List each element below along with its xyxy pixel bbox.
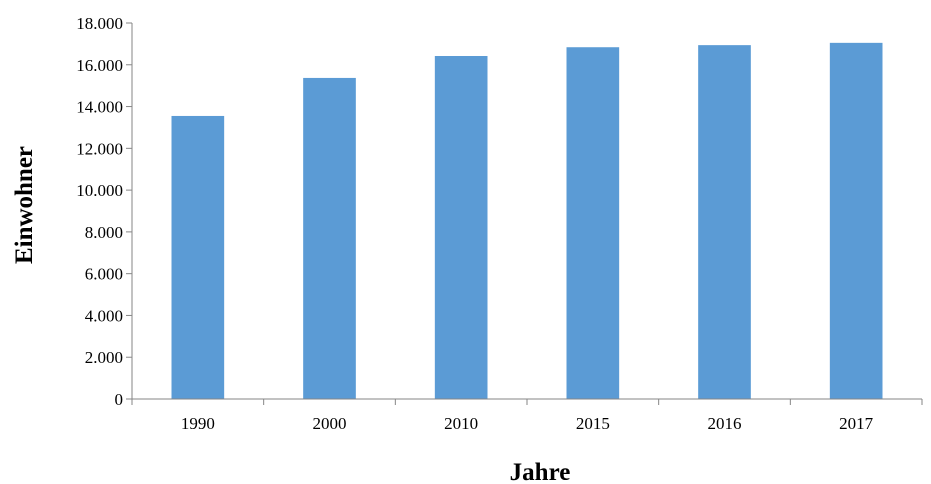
bar-2010 <box>434 56 488 399</box>
x-axis-title: Jahre <box>510 459 571 484</box>
x-axis-ticks: 1990 2000 2010 2015 2016 2017 <box>131 399 923 433</box>
y-tick-label: 18.000 <box>76 14 123 33</box>
y-tick-label: 10.000 <box>76 181 123 200</box>
x-tick-label: 2000 <box>313 414 347 433</box>
bar-2015 <box>566 47 620 399</box>
x-tick-label: 2015 <box>576 414 610 433</box>
bar-2016 <box>698 45 751 400</box>
y-tick-label: 2.000 <box>85 348 123 367</box>
bars <box>171 42 883 400</box>
y-axis-ticks: 0 2.000 4.000 6.000 8.000 10.000 12.000 14.000 1… <box>76 14 132 409</box>
y-tick-label: 14.000 <box>76 98 123 117</box>
bar-2017 <box>829 42 883 399</box>
x-tick-label: 2016 <box>708 414 742 433</box>
y-tick-label: 12.000 <box>76 139 123 158</box>
x-tick-label: 1990 <box>181 414 215 433</box>
y-tick-label: 16.000 <box>76 56 123 75</box>
y-tick-label: 4.000 <box>85 306 123 325</box>
x-tick-label: 2010 <box>444 414 478 433</box>
y-axis-title: Einwohner <box>11 146 38 264</box>
y-tick-label: 6.000 <box>85 265 123 284</box>
y-tick-label: 0 <box>115 390 124 409</box>
bar-2000 <box>303 77 356 399</box>
x-tick-label: 2017 <box>839 414 874 433</box>
y-tick-label: 8.000 <box>85 223 123 242</box>
bar-1990 <box>171 115 225 399</box>
